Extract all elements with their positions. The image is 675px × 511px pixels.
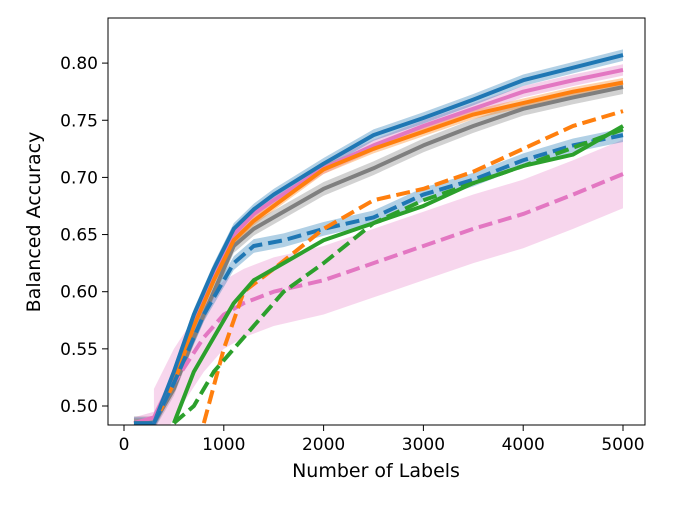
series-4-line (152, 172, 624, 425)
y-tick-label: 0.70 (60, 168, 98, 188)
series-3-line (133, 53, 624, 425)
y-tick-label: 0.55 (60, 340, 98, 360)
series-4-band (153, 139, 623, 425)
series-6-line (201, 109, 624, 424)
series-8-line (172, 127, 624, 425)
x-tick-label: 4000 (502, 435, 545, 455)
y-tick-label: 0.60 (60, 283, 98, 303)
x-tick-label: 2000 (302, 435, 345, 455)
x-tick-label: 3000 (402, 435, 445, 455)
series-7-line (172, 124, 624, 424)
series-0-line (133, 85, 624, 425)
y-tick-label: 0.65 (60, 226, 98, 246)
x-axis-label: Number of Labels (292, 460, 460, 482)
x-tick-label: 1000 (202, 435, 245, 455)
x-tick-label: 0 (119, 435, 130, 455)
series-5-line (152, 133, 624, 425)
y-tick-label: 0.50 (60, 397, 98, 417)
x-tick-label: 5000 (601, 435, 644, 455)
y-tick-label: 0.80 (60, 54, 98, 74)
plot-frame (107, 17, 646, 426)
y-axis-label: Balanced Accuracy (23, 132, 45, 313)
y-tick-label: 0.75 (60, 111, 98, 131)
